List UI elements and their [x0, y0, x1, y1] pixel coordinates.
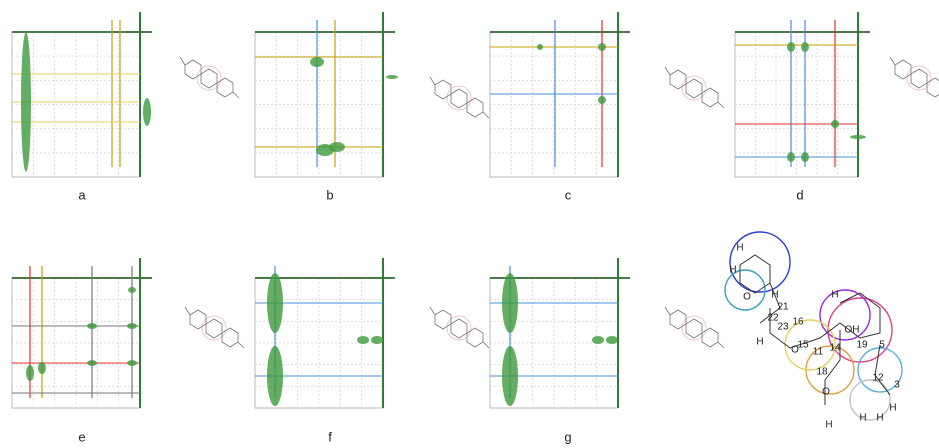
- atom-label: H: [831, 290, 838, 301]
- molecule-sketch: [890, 57, 939, 98]
- panel-label: e: [78, 429, 85, 444]
- peak: [592, 336, 604, 344]
- peak: [606, 336, 618, 344]
- bond-path: [740, 255, 890, 405]
- molecule-sketch: [430, 77, 489, 118]
- atom-label: 15: [797, 340, 809, 351]
- atom-label: H: [756, 337, 763, 348]
- highlight: [682, 76, 706, 100]
- spectrum-panel: b: [255, 12, 398, 202]
- peak: [329, 142, 345, 152]
- atom-label: O: [822, 387, 830, 398]
- atom-label: H: [729, 265, 736, 276]
- highlight: [907, 66, 931, 90]
- atom-label: 21: [777, 302, 789, 313]
- panel-label: g: [564, 429, 571, 444]
- molecule-sketch: [430, 307, 489, 348]
- peak: [310, 57, 324, 67]
- atom-label: 5: [879, 340, 885, 351]
- peak: [127, 323, 137, 329]
- bond-path: [665, 67, 724, 108]
- bond-path: [665, 307, 724, 348]
- peak: [598, 96, 606, 104]
- peak: [267, 346, 283, 406]
- spectrum-panel: c: [490, 12, 630, 202]
- peak: [801, 152, 809, 162]
- atom-label: 12: [872, 373, 884, 384]
- panel-label: d: [796, 187, 803, 202]
- bond-path: [430, 307, 489, 348]
- peak: [143, 98, 151, 126]
- peak: [787, 42, 795, 52]
- peak: [831, 120, 839, 128]
- bond-path: [430, 77, 489, 118]
- peak: [537, 44, 543, 50]
- spectrum-panel: d: [735, 12, 870, 202]
- bond-path: [890, 57, 939, 98]
- peak: [21, 32, 31, 172]
- peak: [38, 362, 46, 374]
- spectrum-panel: g: [490, 258, 630, 444]
- atom-label: 14: [829, 343, 841, 354]
- atom-label: O: [743, 292, 751, 303]
- panel-label: f: [328, 429, 332, 444]
- spectrum-panel: e: [12, 258, 152, 444]
- atom-label: 19: [856, 340, 868, 351]
- atom-label: 16: [792, 317, 804, 328]
- molecule-sketch: [665, 67, 724, 108]
- peak: [371, 336, 383, 344]
- atom-label: H: [876, 413, 883, 424]
- bond-path: [180, 57, 239, 98]
- peak: [801, 42, 809, 52]
- atom-label: H: [859, 413, 866, 424]
- atom-label: H: [771, 290, 778, 301]
- spectrum-panel: a: [12, 12, 152, 202]
- spectrum-panel: f: [255, 258, 395, 444]
- panel-label: b: [326, 187, 333, 202]
- peak: [26, 365, 34, 381]
- peak: [502, 346, 518, 406]
- peak: [850, 135, 866, 139]
- peak: [386, 75, 398, 79]
- atom-label: H: [736, 243, 743, 254]
- panel-label: a: [78, 187, 86, 202]
- atom-label: 11: [813, 347, 824, 358]
- peak: [87, 323, 97, 329]
- peak: [127, 360, 137, 366]
- molecule-sketch: [665, 307, 724, 348]
- figure: abcdefgHHOHOOHOHHHHHH2122231615141819512…: [0, 0, 939, 448]
- atom-label: H: [889, 403, 896, 414]
- correlation-circle: [730, 232, 790, 292]
- correlation-circle: [850, 380, 890, 420]
- peak: [128, 287, 136, 293]
- peak: [502, 273, 518, 333]
- panel-label: c: [565, 187, 572, 202]
- molecule-sketch: [185, 307, 244, 348]
- atom-label: 3: [894, 380, 900, 391]
- atom-label: H: [825, 420, 832, 431]
- peak: [87, 360, 97, 366]
- peak: [267, 273, 283, 333]
- molecule-sketch: [180, 57, 239, 98]
- peak: [357, 336, 369, 344]
- bond-path: [185, 307, 244, 348]
- atom-label: OH: [845, 325, 860, 336]
- highlight: [682, 316, 706, 340]
- peak: [598, 43, 606, 51]
- atom-label: 18: [816, 367, 828, 378]
- peak: [787, 152, 795, 162]
- atom-label: 23: [777, 322, 789, 333]
